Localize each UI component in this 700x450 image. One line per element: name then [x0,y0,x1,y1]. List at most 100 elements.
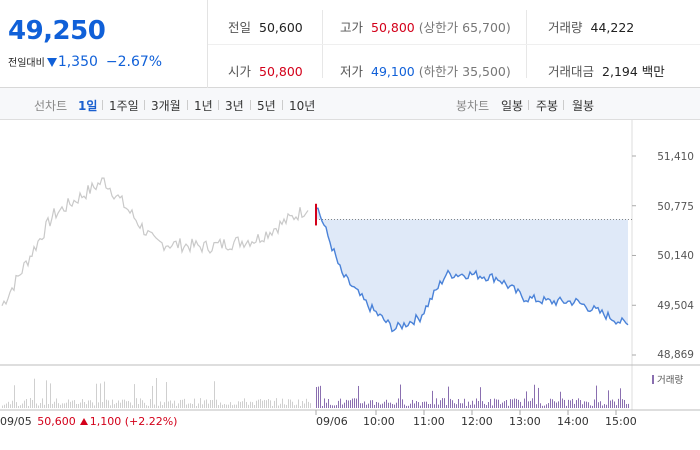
volume-bar [486,405,487,408]
volume-bar [334,405,335,408]
volume-bar [624,399,625,408]
volume-bar [162,405,163,408]
volume-bar [10,404,11,408]
volume-bar [560,391,561,408]
volume-bar [516,398,517,408]
volume-bar [216,399,217,408]
x-tick-label: 09/06 [316,415,348,428]
price-box: 49,250 전일대비 1,350 −2.67% [0,0,208,88]
volume-bar [506,399,507,408]
y-tick-label: 48,869 [657,349,694,361]
volume-bar [432,390,433,408]
tab-daily[interactable]: 일봉 [501,99,524,113]
volume-bar [328,399,329,408]
volume-bar [456,404,457,408]
volume-bar [252,402,253,408]
volume-bar [434,404,435,408]
tab-1d[interactable]: 1일 [78,99,98,113]
volume-bar [390,402,391,408]
volume-bar [104,381,105,408]
stat-volume: 거래량 44,222 [548,17,634,36]
volume-bar [150,399,151,408]
volume-bar [296,404,297,408]
volume-bar [512,399,513,408]
volume-bar [294,405,295,408]
volume-bar [628,403,629,408]
volume-bar [178,403,179,408]
volume-bar [424,401,425,408]
volume-bar [24,400,25,408]
tab-10y[interactable]: 10년 [289,99,316,113]
tab-monthly[interactable]: 월봉 [572,99,595,113]
volume-bar [274,400,275,408]
volume-bar [58,403,59,408]
chart-period-tabs: 선차트 1일 1주일 3개월 1년 3년 5년 10년 봉차트 일봉 주봉 월봉 [0,88,700,120]
volume-bar [566,405,567,408]
volume-bar [116,402,117,408]
volume-bar [494,398,495,408]
y-tick-label: 51,410 [657,151,694,163]
volume-bar [618,398,619,408]
volume-bar [436,398,437,408]
x-tick-label: 10:00 [363,415,395,428]
volume-bar [238,401,239,408]
volume-bar [86,404,87,408]
volume-bar [438,404,439,408]
stat-open: 시가 50,800 [228,61,303,80]
stat-label: 저가 [340,64,364,79]
volume-bar [188,403,189,408]
volume-bar [378,402,379,408]
volume-bar [394,404,395,408]
volume-bar [598,402,599,408]
stat-label: 시가 [228,64,252,79]
volume-bar [36,403,37,408]
volume-bar [396,402,397,408]
volume-bar [292,401,293,408]
tab-5y[interactable]: 5년 [257,99,276,113]
volume-bar [192,404,193,408]
stat-prev-close: 전일 50,600 [228,17,303,36]
tab-divider [218,100,219,110]
volume-bar [290,399,291,408]
volume-bar [76,403,77,408]
volume-bar [124,399,125,408]
volume-bar [574,403,575,408]
volume-bar [14,385,15,408]
volume-bar [596,385,597,408]
volume-bar [404,404,405,408]
volume-bar [62,403,63,408]
volume-bar [214,381,215,408]
volume-bar [120,402,121,408]
volume-bar [324,398,325,408]
volume-bar [56,398,57,408]
tab-3m[interactable]: 3개월 [151,99,181,113]
volume-bar [406,405,407,408]
volume-bar [454,403,455,408]
volume-bar [522,405,523,408]
volume-bar [264,399,265,408]
volume-bar [500,404,501,408]
tab-weekly[interactable]: 주봉 [536,99,559,113]
tab-1y[interactable]: 1년 [194,99,213,113]
volume-bar [380,404,381,408]
volume-bar [318,386,319,408]
volume-bar [212,400,213,408]
stat-label: 거래량 [548,20,583,35]
tab-divider [187,100,188,110]
volume-bar [594,399,595,408]
volume-bar [470,404,471,408]
change-percent: −2.67% [105,54,163,70]
volume-bar [92,402,93,408]
volume-bar [392,403,393,408]
volume-bar [300,405,301,408]
volume-bar [38,405,39,408]
volume-bar [414,403,415,408]
volume-bar [80,402,81,408]
volume-bar [40,403,41,408]
volume-bar [34,378,35,408]
volume-bar [8,401,9,408]
price-chart[interactable]: 51,410 50,775 50,140 49,504 48,869 거래량 0… [0,120,700,450]
prev-day-series-line [1,177,309,306]
tab-3y[interactable]: 3년 [225,99,244,113]
tab-1w[interactable]: 1주일 [109,99,139,113]
